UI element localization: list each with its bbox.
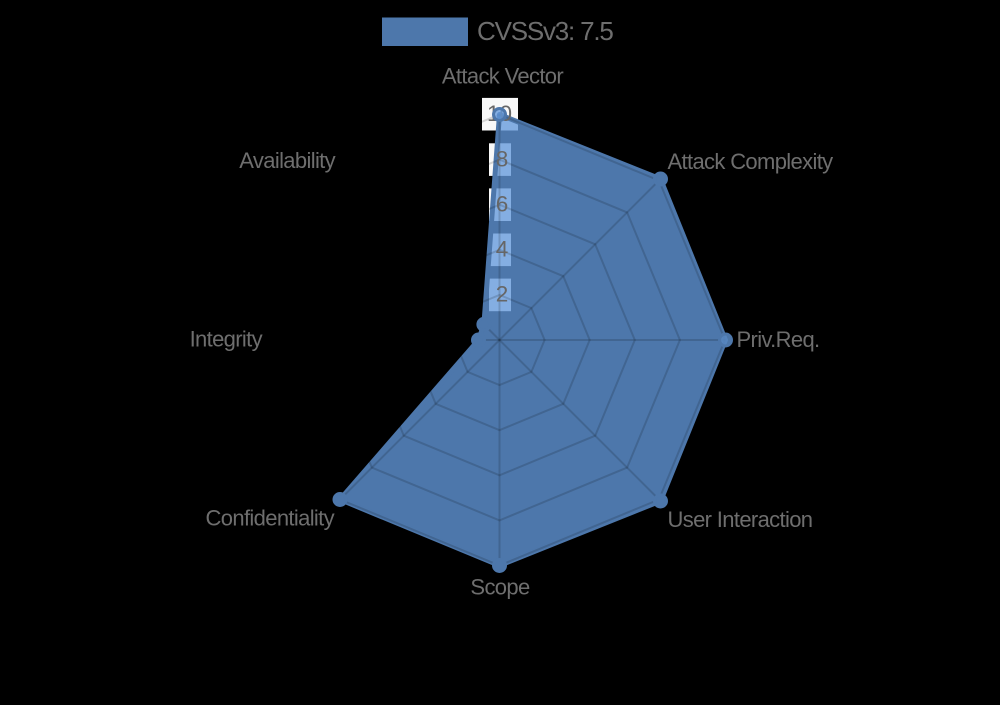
svg-text:2: 2 — [496, 282, 509, 307]
svg-text:Integrity: Integrity — [190, 327, 263, 352]
svg-text:User Interaction: User Interaction — [668, 507, 813, 532]
svg-text:Attack Vector: Attack Vector — [442, 64, 563, 89]
svg-text:Attack Complexity: Attack Complexity — [668, 149, 834, 174]
svg-text:6: 6 — [496, 191, 509, 216]
svg-text:4: 4 — [496, 237, 509, 262]
svg-text:Availability: Availability — [239, 148, 335, 173]
svg-text:8: 8 — [496, 146, 509, 171]
svg-text:Priv.Req.: Priv.Req. — [737, 327, 820, 352]
svg-text:Scope: Scope — [470, 575, 530, 600]
svg-text:CVSSv3: 7.5: CVSSv3: 7.5 — [477, 16, 613, 46]
svg-text:Confidentiality: Confidentiality — [206, 506, 335, 531]
